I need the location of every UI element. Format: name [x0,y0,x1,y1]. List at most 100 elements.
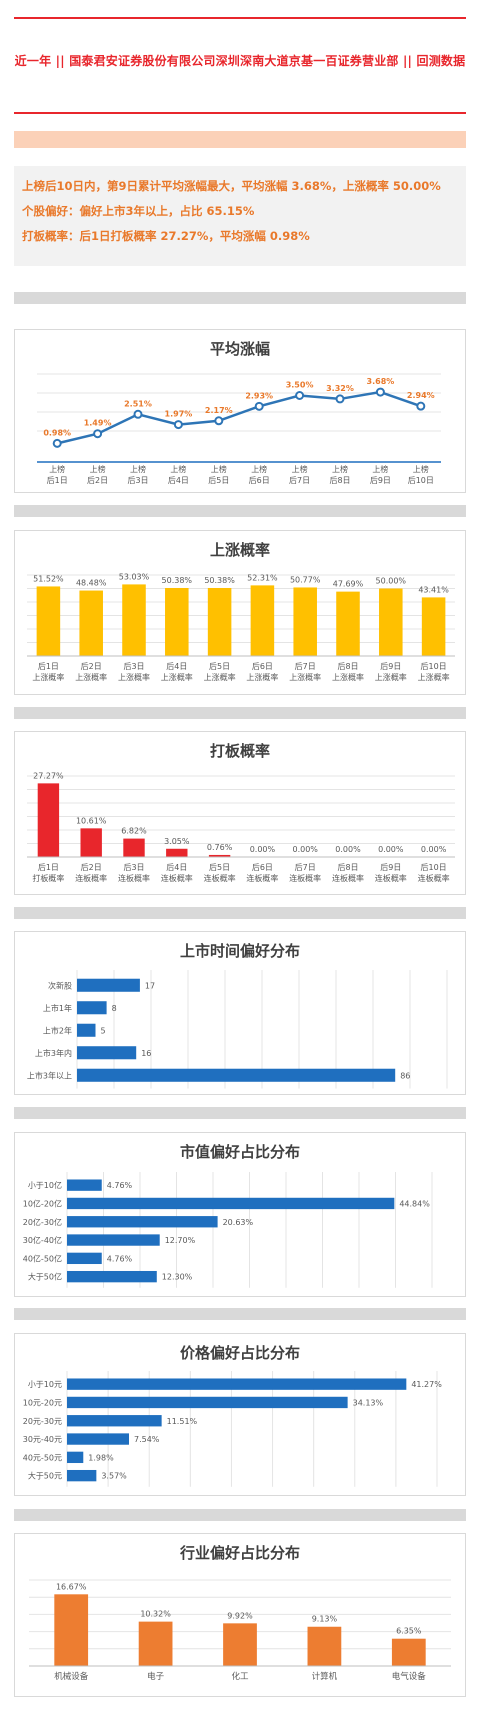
x-tick-label: 后5日 [208,475,229,485]
x-tick-label: 后5日 [209,862,230,872]
header-bottom-rule [14,112,466,114]
x-tick-label: 后4日 [168,475,189,485]
data-label: 20.63% [223,1218,254,1227]
x-tick-label: 上榜 [90,464,106,474]
data-point [93,429,103,439]
x-tick-label: 后7日 [295,862,316,872]
y-tick-label: 30亿-40亿 [23,1235,62,1245]
separator-1 [14,292,466,304]
data-point [295,391,305,400]
bar [165,587,189,656]
data-label: 12.70% [165,1236,196,1245]
chart-title: 上涨概率 [210,541,270,559]
data-label: 2.94% [407,391,435,400]
bar [67,1234,160,1246]
bar [391,1638,426,1666]
data-label: 0.00% [292,845,318,854]
industry-preference-chart: 行业偏好占比分布 16.67% 机械设备 10.32% 电子 9.92% 化工 9.13% 计算… [14,1533,466,1697]
x-tick-label: 后5日 [209,661,230,671]
bar [250,585,275,656]
y-tick-label: 10亿-20亿 [23,1198,62,1208]
bar [307,1626,342,1666]
data-label: 41.27% [411,1380,442,1389]
x-tick-label: 后9日 [370,475,391,485]
data-label: 3.05% [164,837,190,846]
y-tick-label: 40元-50元 [23,1453,62,1462]
x-tick-label: 上榜 [49,464,65,474]
x-tick-label: 上榜 [413,464,429,474]
separator-4 [14,907,466,919]
data-label: 3.32% [326,384,354,393]
data-label: 1.49% [84,419,112,428]
bar [36,586,61,656]
data-label: 9.13% [312,1615,338,1624]
x-tick-label: 上涨概率 [118,672,150,682]
data-label: 47.69% [333,580,364,589]
x-tick-label: 上榜 [130,464,146,474]
x-tick-label: 后7日 [295,661,316,671]
data-label: 0.00% [421,845,447,854]
bar [77,1068,396,1082]
bar [67,1433,129,1445]
data-point [133,409,143,419]
x-tick-label: 后6日 [249,475,270,485]
x-tick-label: 上涨概率 [375,672,407,682]
data-label: 17 [145,981,155,990]
summary-box: 上榜后10日内，第9日累计平均涨幅最大，平均涨幅 3.68%，上涨概率 50.0… [14,166,466,266]
x-tick-label: 上涨概率 [246,672,278,682]
data-label: 16 [141,1049,151,1058]
x-tick-label: 上涨概率 [204,672,236,682]
x-tick-label: 上涨概率 [75,672,107,682]
data-label: 2.93% [245,391,273,400]
data-label: 6.82% [121,827,147,836]
data-label: 11.51% [167,1417,198,1426]
bar [67,1252,102,1265]
bar [77,1001,107,1015]
bar [421,597,446,656]
separator-5 [14,1107,466,1119]
x-tick-label: 后9日 [380,661,401,671]
y-tick-label: 10元-20元 [23,1398,62,1407]
x-tick-label: 连板概率 [118,873,150,883]
bar [67,1469,97,1482]
page-title: 近一年 || 国泰君安证券股份有限公司深圳深南大道京基一百证券营业部 || 回测… [14,54,466,68]
x-tick-label: 上涨概率 [161,672,193,682]
data-label: 12.30% [162,1273,193,1282]
data-label: 34.13% [353,1398,384,1407]
data-label: 0.00% [335,845,361,854]
bar [80,828,102,857]
x-tick-label: 上涨概率 [418,672,450,682]
data-label: 86 [400,1071,410,1080]
bar [166,848,188,857]
y-tick-label: 30元-40元 [23,1435,62,1444]
separator-2 [14,505,466,517]
rise-probability-chart: 上涨概率 51.52% 后1日 上涨概率 48.48% 后2日 上涨概率 53.03% 后3日上… [14,530,466,695]
data-label: 51.52% [33,574,64,583]
data-point [173,420,183,430]
data-label: 6.35% [396,1627,422,1636]
x-tick-label: 后10日 [408,475,434,485]
x-tick-label: 后2日 [81,661,102,671]
bar [77,1023,96,1037]
chart-title: 平均涨幅 [210,340,270,358]
market-cap-chart: 市值偏好占比分布 小于10亿 4.76% 10亿-20亿 44.84% 20亿-30亿 20… [14,1132,466,1297]
x-tick-label: 后8日 [337,661,358,671]
data-label: 4.76% [107,1181,133,1190]
data-label: 3.68% [367,377,395,386]
separator-3 [14,707,466,719]
data-label: 50.00% [376,577,407,586]
data-label: 1.97% [165,410,193,419]
data-label: 0.00% [378,845,404,854]
chart-title: 行业偏好占比分布 [179,1544,300,1562]
header-top-rule [14,17,466,19]
data-label: 9.92% [227,1611,253,1620]
data-point [375,387,385,397]
data-point [335,394,345,404]
data-label: 5 [101,1026,106,1035]
x-tick-label: 化工 [231,1671,249,1682]
x-tick-label: 打板概率 [32,873,64,883]
x-tick-label: 后2日 [81,862,102,872]
y-tick-label: 上市3年内 [35,1048,72,1058]
chart-title: 打板概率 [210,742,270,760]
bar [67,1415,162,1427]
